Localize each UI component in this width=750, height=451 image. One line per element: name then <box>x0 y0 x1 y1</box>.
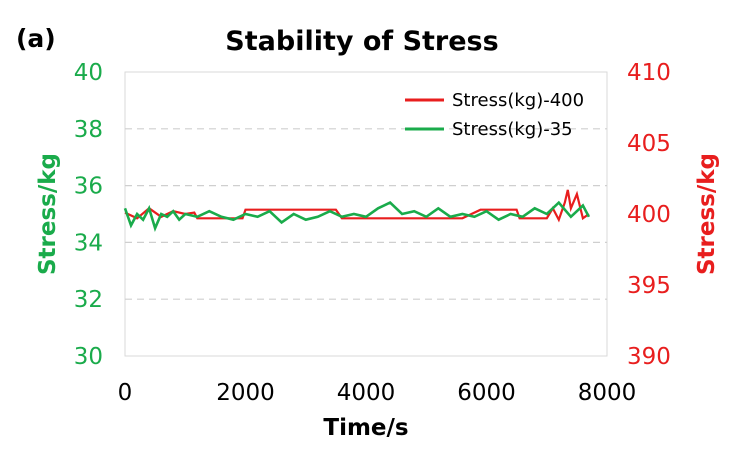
x-tick-label-4: 8000 <box>578 380 637 406</box>
x-axis-label: Time/s <box>323 415 408 441</box>
legend-label-stress-35: Stress(kg)-35 <box>452 119 573 140</box>
x-tick-label-3: 6000 <box>457 380 516 406</box>
right-tick-label-2: 400 <box>627 202 671 228</box>
x-tick-label-1: 2000 <box>216 380 275 406</box>
plot-area <box>124 71 608 357</box>
panel-label: (a) <box>16 24 56 53</box>
x-axis-ticks: 0 2000 4000 6000 8000 <box>118 380 637 406</box>
left-tick-label-5: 40 <box>74 60 103 86</box>
right-axis-ticks: 390 395 400 405 410 <box>627 60 671 370</box>
left-axis-ticks: 30 32 34 36 38 40 <box>74 60 103 370</box>
left-tick-label-2: 34 <box>74 230 103 256</box>
left-tick-label-4: 38 <box>74 117 103 143</box>
legend-label-stress-400: Stress(kg)-400 <box>452 90 584 111</box>
x-tick-label-0: 0 <box>118 380 133 406</box>
series-line-stress-kg-35 <box>123 200 591 232</box>
right-tick-label-3: 405 <box>627 131 671 157</box>
right-axis-label: Stress/kg <box>694 153 720 275</box>
x-tick-label-2: 4000 <box>337 380 396 406</box>
right-tick-label-0: 390 <box>627 344 671 370</box>
left-tick-label-1: 32 <box>74 287 103 313</box>
gridlines <box>125 128 607 300</box>
legend: Stress(kg)-400 Stress(kg)-35 <box>405 90 584 140</box>
left-tick-label-0: 30 <box>74 344 103 370</box>
right-tick-label-4: 410 <box>627 60 671 86</box>
series-layer <box>123 189 591 232</box>
left-tick-label-3: 36 <box>74 174 103 200</box>
right-tick-label-1: 395 <box>627 273 671 299</box>
chart-title: Stability of Stress <box>225 26 498 57</box>
left-axis-label: Stress/kg <box>35 153 61 275</box>
